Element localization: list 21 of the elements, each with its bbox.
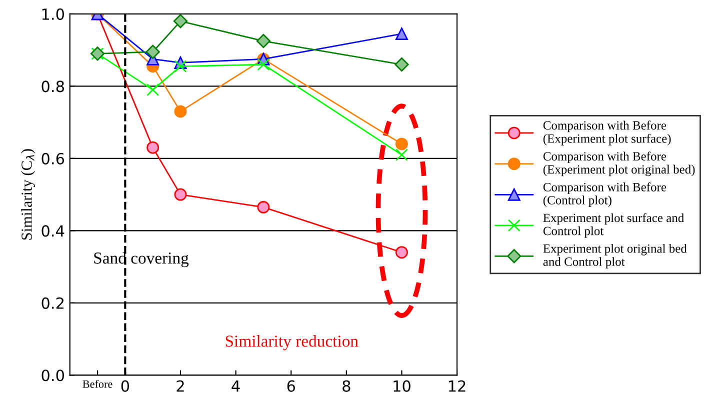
x-tick-label: 12: [448, 380, 466, 392]
y-tick-label: 0.8: [42, 80, 64, 92]
x-tick-label: 6: [287, 380, 296, 392]
x-tick-label: Before: [82, 380, 112, 388]
y-tick-label: 0.2: [42, 297, 64, 309]
y-tick-label: 1.0: [42, 8, 64, 20]
legend-label: Experiment plot surface and Control plot: [543, 213, 684, 238]
y-tick-label: 0.0: [42, 370, 64, 382]
annotation: Similarity reduction: [226, 335, 358, 350]
x-tick-label: 10: [394, 380, 410, 392]
x-tick-label: 4: [232, 380, 240, 392]
x-tick-label: 8: [342, 380, 350, 392]
y-tick-label: 0.4: [42, 225, 64, 237]
y-axis-title: Similarity (C$_{λ}$): [21, 149, 36, 240]
x-tick-label: 2: [176, 380, 184, 392]
legend-label: Experiment plot original bed and Control plot: [543, 244, 687, 268]
x-tick-label: 0: [121, 380, 130, 392]
legend-label: Comparison with Before (Control plot): [543, 182, 666, 207]
legend-label: Comparison with Before (Experiment plot original bed): [543, 152, 695, 176]
legend-label: Comparison with Before (Experiment plot surface): [543, 120, 671, 146]
y-tick-label: 0.6: [42, 152, 64, 164]
